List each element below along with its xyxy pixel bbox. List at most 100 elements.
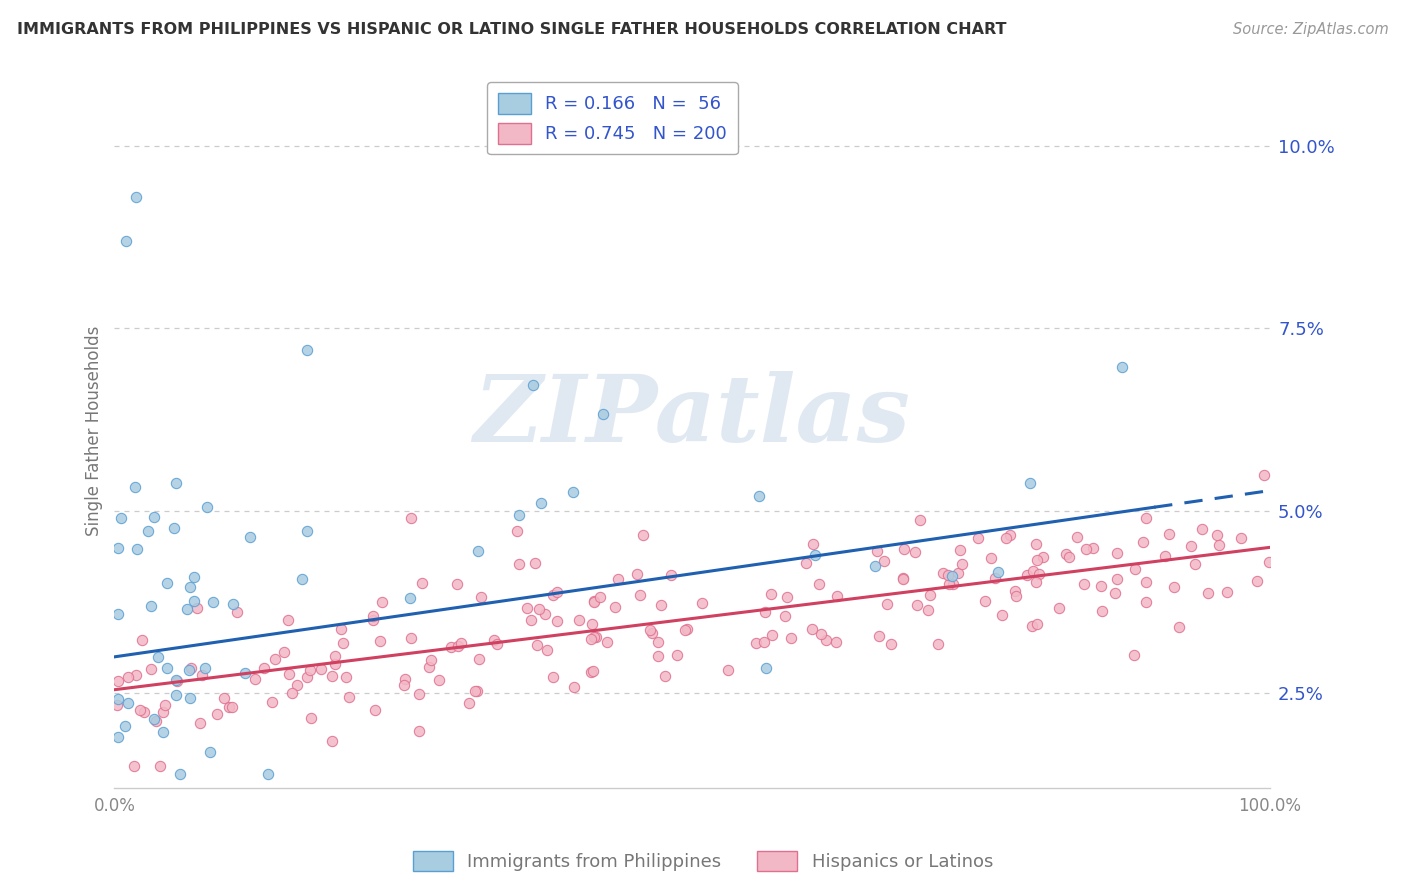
Point — [180, 661, 202, 675]
Point — [278, 666, 301, 681]
Point — [801, 537, 824, 551]
Point — [1054, 547, 1077, 561]
Point — [893, 541, 915, 556]
Point — [801, 622, 824, 636]
Point — [183, 570, 205, 584]
Point — [673, 623, 696, 637]
Point — [420, 653, 443, 667]
Point — [541, 669, 564, 683]
Text: ZIPatlas: ZIPatlas — [474, 371, 911, 461]
Point — [125, 190, 148, 204]
Point — [825, 589, 848, 603]
Point — [107, 673, 129, 688]
Point — [987, 566, 1010, 580]
Point — [868, 629, 890, 643]
Point — [516, 600, 538, 615]
Point — [917, 603, 939, 617]
Point — [1090, 579, 1112, 593]
Point — [583, 630, 606, 644]
Point — [145, 714, 167, 728]
Point — [394, 672, 416, 686]
Point — [676, 622, 699, 636]
Point — [1019, 476, 1042, 491]
Point — [665, 648, 688, 662]
Point — [468, 652, 491, 666]
Point — [156, 661, 179, 675]
Point — [995, 531, 1018, 545]
Point — [546, 614, 568, 628]
Point — [1246, 574, 1268, 589]
Point — [450, 636, 472, 650]
Point — [124, 480, 146, 494]
Point — [408, 687, 430, 701]
Point — [1184, 557, 1206, 571]
Point — [323, 657, 346, 671]
Point — [165, 688, 187, 702]
Point — [131, 633, 153, 648]
Legend: Immigrants from Philippines, Hispanics or Latinos: Immigrants from Philippines, Hispanics o… — [406, 844, 1000, 879]
Point — [628, 588, 651, 602]
Point — [904, 545, 927, 559]
Point — [262, 695, 284, 709]
Point — [824, 634, 846, 648]
Point — [485, 637, 508, 651]
Point — [1153, 549, 1175, 563]
Point — [579, 665, 602, 679]
Point — [967, 531, 990, 545]
Point — [946, 566, 969, 580]
Point — [110, 511, 132, 525]
Point — [561, 484, 583, 499]
Point — [1074, 541, 1097, 556]
Point — [1107, 572, 1129, 586]
Point — [297, 343, 319, 358]
Point — [647, 648, 669, 663]
Point — [411, 576, 433, 591]
Point — [301, 711, 323, 725]
Point — [253, 661, 276, 675]
Point — [1157, 527, 1180, 541]
Point — [186, 600, 208, 615]
Point — [585, 630, 607, 644]
Point — [1123, 562, 1146, 576]
Point — [323, 649, 346, 664]
Point — [1230, 531, 1253, 545]
Point — [1028, 567, 1050, 582]
Point — [277, 613, 299, 627]
Point — [938, 577, 960, 591]
Point — [776, 591, 799, 605]
Point — [107, 691, 129, 706]
Point — [1168, 620, 1191, 634]
Point — [194, 661, 217, 675]
Point — [122, 759, 145, 773]
Point — [650, 598, 672, 612]
Point — [177, 663, 200, 677]
Point — [524, 557, 547, 571]
Point — [754, 605, 776, 619]
Point — [399, 591, 422, 605]
Point — [807, 577, 830, 591]
Point — [1026, 553, 1049, 567]
Point — [117, 696, 139, 710]
Point — [891, 573, 914, 587]
Point — [165, 673, 187, 687]
Point — [1021, 619, 1043, 633]
Point — [1135, 510, 1157, 524]
Point — [815, 632, 838, 647]
Point — [1032, 549, 1054, 564]
Point — [156, 575, 179, 590]
Point — [212, 691, 235, 706]
Point — [207, 707, 229, 722]
Point — [647, 635, 669, 649]
Point — [371, 595, 394, 609]
Point — [1104, 585, 1126, 599]
Legend: R = 0.166   N =  56, R = 0.745   N = 200: R = 0.166 N = 56, R = 0.745 N = 200 — [488, 82, 738, 154]
Point — [1206, 528, 1229, 542]
Point — [717, 663, 740, 677]
Point — [761, 628, 783, 642]
Point — [1066, 530, 1088, 544]
Point — [221, 700, 243, 714]
Point — [467, 544, 489, 558]
Point — [1258, 555, 1281, 569]
Point — [872, 554, 894, 568]
Point — [581, 632, 603, 647]
